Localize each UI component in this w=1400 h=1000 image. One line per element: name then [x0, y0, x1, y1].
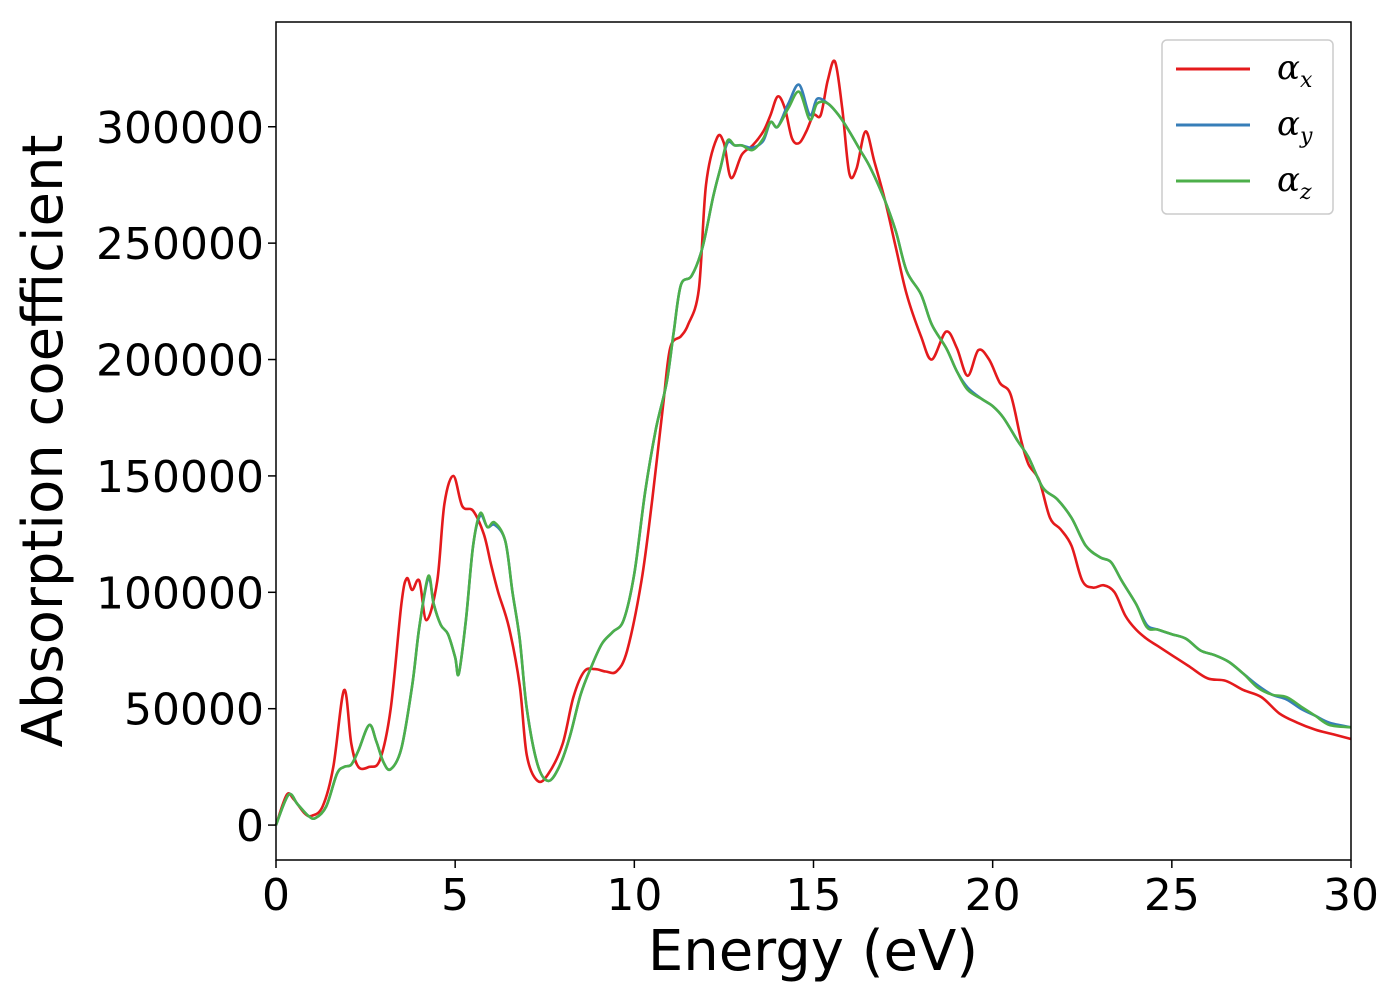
x-axis: 0 5 10 15 20 25 30	[262, 860, 1379, 921]
y-tick-label: 0	[236, 801, 264, 852]
y-axis: 0 50000 100000 150000 200000 250000 300000	[96, 103, 276, 852]
y-axis-title: Absorption coefficient	[11, 135, 76, 748]
y-tick-label: 200000	[96, 336, 264, 387]
legend-label-x: αx	[1277, 48, 1313, 93]
legend-label-z: αz	[1277, 160, 1312, 205]
y-tick-label: 150000	[96, 452, 264, 503]
plot-lines	[274, 59, 1352, 826]
x-tick-label: 10	[606, 870, 662, 921]
x-tick-label: 5	[441, 870, 469, 921]
series-line-z	[274, 90, 1352, 826]
x-tick-label: 25	[1144, 870, 1200, 921]
legend: αx αy αz	[1161, 39, 1334, 215]
x-tick-label: 20	[965, 870, 1021, 921]
x-tick-label: 30	[1323, 870, 1379, 921]
x-axis-title: Energy (eV)	[648, 919, 978, 984]
x-tick-label: 15	[786, 870, 842, 921]
y-tick-label: 250000	[96, 219, 264, 270]
y-tick-label: 300000	[96, 103, 264, 154]
y-tick-label: 100000	[96, 568, 264, 619]
y-tick-label: 50000	[124, 685, 264, 736]
x-tick-label: 0	[262, 870, 290, 921]
series-line-x	[274, 59, 1352, 826]
legend-label-y: αy	[1277, 104, 1313, 149]
legend-box	[1161, 39, 1334, 215]
